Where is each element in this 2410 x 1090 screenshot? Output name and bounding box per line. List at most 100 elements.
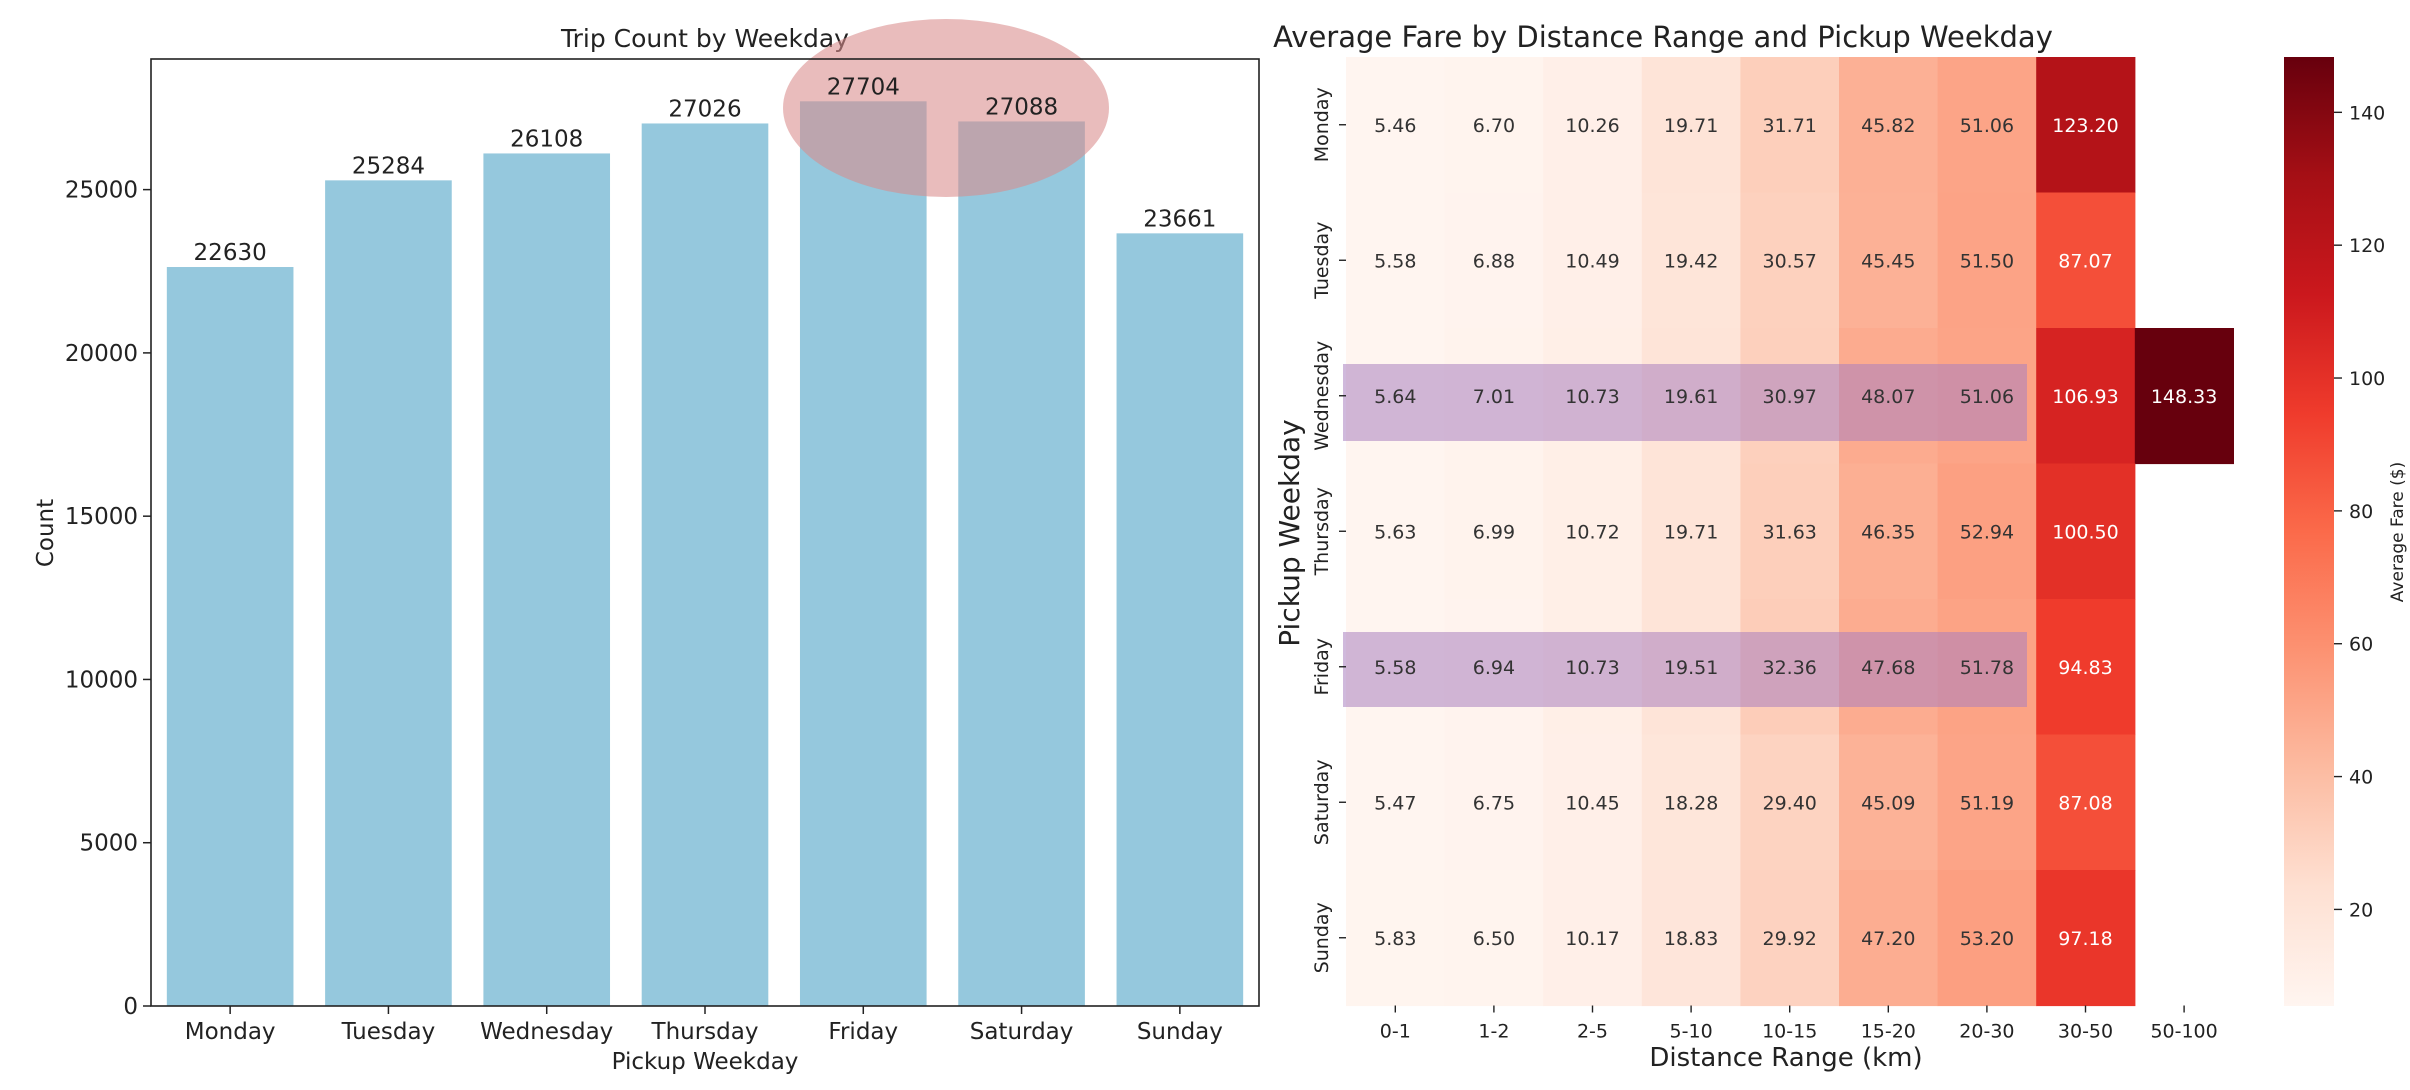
heatmap-cell-label: 6.50 — [1473, 928, 1515, 950]
y-tick-label: Friday — [1311, 638, 1333, 696]
highlight-band-friday — [1343, 632, 2027, 707]
y-tick-label: 20000 — [65, 341, 138, 367]
highlight-ellipse — [783, 19, 1109, 197]
heatmap-cell — [1937, 57, 2037, 194]
heatmap-cell-label: 100.50 — [2052, 521, 2118, 543]
heatmap-cell — [1543, 57, 1643, 194]
bar-sunday — [1116, 233, 1244, 1007]
heatmap-cell-label: 7.01 — [1473, 386, 1515, 408]
heatmap-cell — [2036, 57, 2136, 194]
heatmap-cell-label: 51.06 — [1960, 115, 2014, 137]
x-tick-label: Friday — [828, 1019, 898, 1045]
heatmap-cell — [1444, 192, 1544, 329]
heatmap-cell — [1641, 734, 1741, 871]
heatmap-cell — [1839, 463, 1939, 600]
heatmap-cell-label: 6.70 — [1473, 115, 1515, 137]
heatmap-cell-label: 51.50 — [1960, 250, 2014, 272]
heatmap-cell — [1937, 734, 2037, 871]
heatmap-cell-label: 47.68 — [1861, 657, 1915, 679]
bar-chart-ylabel: Count — [33, 499, 59, 567]
bar-value-label: 27704 — [827, 74, 900, 100]
colorbar-bar — [2284, 57, 2334, 1006]
heatmap-cell-label: 18.28 — [1664, 792, 1718, 814]
heatmap-cell-label: 19.61 — [1664, 386, 1718, 408]
heatmap-cell-label: 19.71 — [1664, 521, 1718, 543]
heatmap-cell — [1641, 463, 1741, 600]
heatmap-cell — [1543, 192, 1643, 329]
x-tick-label: 10-15 — [1762, 1021, 1817, 1043]
bar-friday — [799, 101, 927, 1006]
x-tick-label: 15-20 — [1861, 1021, 1916, 1043]
heatmap-cell — [2036, 734, 2136, 871]
heatmap-cell — [1346, 734, 1446, 871]
bar-chart: Trip Count by Weekday 0 5000 10000 15000 200… — [33, 19, 1260, 1075]
heatmap-cell-label: 5.64 — [1374, 386, 1416, 408]
colorbar-tick-label: 80 — [2349, 501, 2373, 523]
heatmap-cell-label: 52.94 — [1960, 521, 2014, 543]
bar-chart-y-axis: 0 5000 10000 15000 20000 25000 — [65, 178, 151, 1020]
colorbar-tick-label: 20 — [2349, 899, 2373, 921]
heatmap-cell-label: 106.93 — [2052, 386, 2118, 408]
heatmap-cell-label: 5.83 — [1374, 928, 1416, 950]
heatmap-cell — [1937, 463, 2037, 600]
heatmap-xlabel: Distance Range (km) — [1649, 1043, 1922, 1073]
colorbar-ticks: 20 40 60 80 100 120 140 — [2334, 102, 2385, 921]
colorbar-tick-label: 60 — [2349, 634, 2373, 656]
highlight-band-wednesday — [1343, 364, 2027, 441]
heatmap-cell — [1641, 870, 1741, 1007]
heatmap-cell-label: 5.58 — [1374, 250, 1416, 272]
colorbar-tick-label: 120 — [2349, 235, 2385, 257]
heatmap-cell — [1444, 734, 1544, 871]
heatmap-cell-label: 32.36 — [1762, 657, 1816, 679]
heatmap-cell-label: 10.73 — [1565, 657, 1619, 679]
bar-chart-title: Trip Count by Weekday — [560, 24, 849, 53]
y-tick-label: Thursday — [1311, 487, 1333, 576]
bar-value-label: 27088 — [985, 94, 1058, 120]
heatmap-cell-label: 6.88 — [1473, 250, 1515, 272]
heatmap-cell-label: 148.33 — [2151, 386, 2217, 408]
x-tick-label: 30-50 — [2058, 1021, 2113, 1043]
heatmap-cell — [1444, 870, 1544, 1007]
heatmap-cell — [1740, 870, 1840, 1007]
bar-value-label: 23661 — [1143, 206, 1216, 232]
heatmap-cell — [1346, 870, 1446, 1007]
heatmap-cell — [2036, 192, 2136, 329]
x-tick-label: Monday — [185, 1019, 276, 1045]
heatmap-cell-label: 19.42 — [1664, 250, 1718, 272]
bar-value-label: 27026 — [668, 96, 741, 122]
heatmap-cell — [1740, 192, 1840, 329]
heatmap-cell — [1740, 57, 1840, 194]
heatmap-cell — [1839, 57, 1939, 194]
heatmap-cell — [1740, 734, 1840, 871]
heatmap-cell-label: 45.82 — [1861, 115, 1915, 137]
y-tick-label: 15000 — [65, 504, 138, 530]
heatmap-cell — [1641, 57, 1741, 194]
x-tick-label: 1-2 — [1478, 1021, 1509, 1043]
heatmap-cell — [1839, 192, 1939, 329]
heatmap-cell-label: 6.99 — [1473, 521, 1515, 543]
heatmap-cell-label: 51.78 — [1960, 657, 2014, 679]
heatmap-cell-label: 53.20 — [1960, 928, 2014, 950]
x-tick-label: Thursday — [651, 1019, 759, 1045]
heatmap-cell — [1444, 57, 1544, 194]
bar-value-labels: 22630 25284 26108 27026 27704 27088 23661 — [194, 74, 1217, 266]
heatmap-cell — [1839, 734, 1939, 871]
heatmap-cell — [1346, 57, 1446, 194]
heatmap-cell-label: 10.17 — [1565, 928, 1619, 950]
heatmap-cell — [1937, 870, 2037, 1007]
heatmap-cell — [1543, 463, 1643, 600]
heatmap-ylabel: Pickup Weekday — [1273, 419, 1306, 646]
heatmap-cell-label: 5.46 — [1374, 115, 1416, 137]
colorbar-tick-label: 100 — [2349, 368, 2385, 390]
heatmap-cell-label: 31.63 — [1762, 521, 1816, 543]
heatmap-cell-label: 18.83 — [1664, 928, 1718, 950]
heatmap-cell-label: 6.75 — [1473, 792, 1515, 814]
heatmap-cell-label: 19.71 — [1664, 115, 1718, 137]
heatmap-cell-label: 10.26 — [1565, 115, 1619, 137]
heatmap-cell-label: 10.45 — [1565, 792, 1619, 814]
heatmap-cell — [1937, 192, 2037, 329]
x-tick-label: Tuesday — [341, 1019, 436, 1045]
heatmap-cell — [1641, 192, 1741, 329]
heatmap-cell-label: 5.63 — [1374, 521, 1416, 543]
